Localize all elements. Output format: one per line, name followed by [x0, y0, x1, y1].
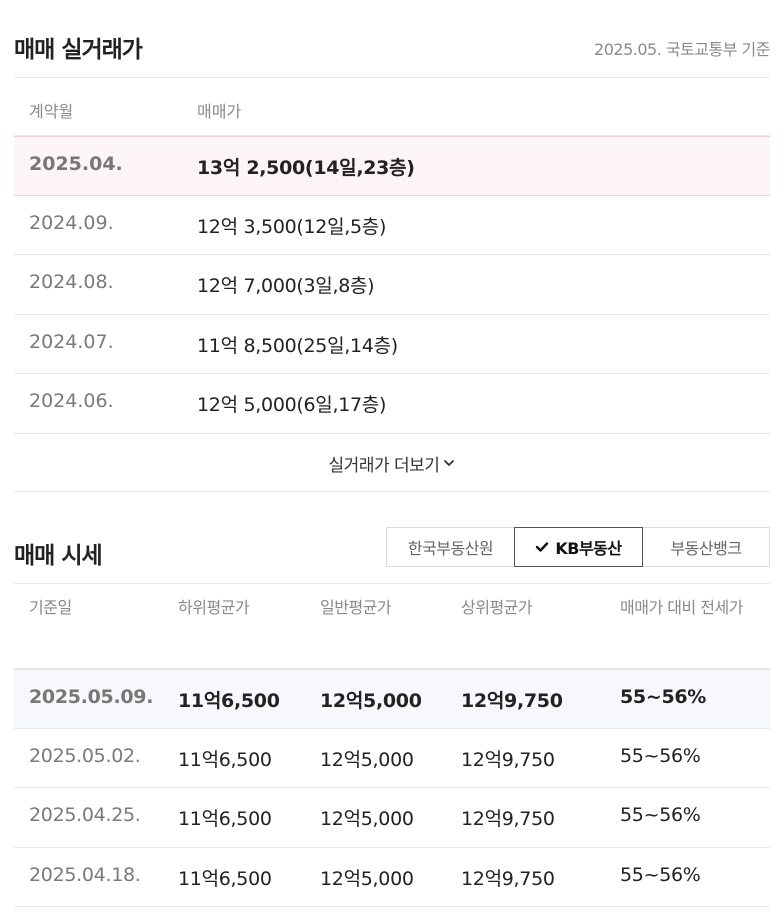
column-header-high: 상위평균가	[461, 598, 533, 617]
row-date: 2025.05.02.	[29, 744, 141, 767]
column-header-date: 기준일	[29, 598, 72, 617]
row-low-price: 11억6,500	[178, 690, 280, 712]
table-row: 2025.04.25. 11억6,500 12억5,000 12억9,750 5…	[14, 788, 770, 848]
row-jeonse-ratio: 55~56%	[620, 804, 701, 826]
row-avg-price: 12억5,000	[320, 690, 422, 712]
tab-provider-bank[interactable]: 부동산뱅크	[643, 527, 770, 567]
row-month: 2025.04.	[29, 153, 123, 175]
table-row: 2025.05.02. 11억6,500 12억5,000 12억9,750 5…	[14, 729, 770, 788]
table-header: 기준일 하위평균가 일반평균가 상위평균가 매매가 대비 전세가	[14, 584, 770, 669]
column-header-price: 매매가	[197, 102, 242, 121]
row-high-price: 12억9,750	[461, 808, 555, 830]
section-title: 매매 시세	[14, 543, 103, 569]
row-month: 2024.08.	[29, 271, 114, 294]
row-avg-price: 12억5,000	[320, 808, 414, 830]
tab-label: 한국부동산원	[407, 539, 494, 558]
column-header-low: 하위평균가	[178, 598, 250, 617]
row-avg-price: 12억5,000	[320, 748, 414, 771]
table-row: 2025.04. 13억 2,500(14일,23층)	[14, 136, 770, 196]
data-source-label: 2025.05. 국토교통부 기준	[594, 40, 770, 59]
column-header-month: 계약월	[29, 102, 74, 121]
table-row: 2024.07. 11억 8,500(25일,14층)	[14, 315, 770, 375]
row-low-price: 11억6,500	[178, 808, 272, 830]
row-date: 2025.04.18.	[29, 863, 141, 886]
chevron-down-icon	[444, 460, 455, 467]
show-more-transactions-button[interactable]: 실거래가 더보기	[329, 451, 456, 476]
row-price: 13억 2,500(14일,23층)	[197, 157, 415, 179]
more-row: 실거래가 더보기	[14, 434, 770, 492]
table-row: 2024.08. 12억 7,000(3일,8층)	[14, 255, 770, 315]
tab-provider-kb[interactable]: KB부동산	[514, 527, 643, 567]
row-low-price: 11억6,500	[178, 867, 272, 890]
table-row: 2025.05.09. 11억6,500 12억5,000 12억9,750 5…	[14, 669, 770, 729]
tab-label: 부동산뱅크	[670, 539, 742, 558]
row-jeonse-ratio: 55~56%	[620, 863, 701, 886]
table-row: 2025.04.18. 11억6,500 12억5,000 12억9,750 5…	[14, 848, 770, 907]
row-jeonse-ratio: 55~56%	[620, 686, 707, 708]
row-price: 12억 5,000(6일,17층)	[197, 394, 387, 417]
tab-provider-reb[interactable]: 한국부동산원	[386, 527, 514, 567]
row-high-price: 12억9,750	[461, 690, 563, 712]
row-high-price: 12억9,750	[461, 748, 555, 771]
row-price: 11억 8,500(25일,14층)	[197, 334, 398, 357]
row-high-price: 12억9,750	[461, 867, 555, 890]
table-header: 계약월 매매가	[14, 78, 770, 136]
show-more-label: 실거래가 더보기	[328, 455, 440, 476]
market-price-section: 매매 시세 한국부동산원 KB부동산 부동산뱅크 기준일 하위평균가 일반평균가…	[14, 526, 770, 907]
sale-price-section: 매매 실거래가 2025.05. 국토교통부 기준 계약월 매매가 2025.0…	[14, 0, 770, 492]
row-avg-price: 12억5,000	[320, 867, 414, 890]
row-month: 2024.07.	[29, 330, 114, 353]
market-price-header: 매매 시세 한국부동산원 KB부동산 부동산뱅크	[14, 526, 770, 584]
row-low-price: 11억6,500	[178, 748, 272, 771]
sale-price-header: 매매 실거래가 2025.05. 국토교통부 기준	[14, 0, 770, 78]
tab-label: KB부동산	[555, 539, 622, 558]
column-header-avg: 일반평균가	[320, 598, 392, 617]
row-month: 2024.06.	[29, 390, 114, 413]
provider-tabs: 한국부동산원 KB부동산 부동산뱅크	[386, 527, 770, 567]
section-title: 매매 실거래가	[14, 37, 143, 63]
check-icon	[536, 542, 549, 552]
column-header-ratio: 매매가 대비 전세가	[620, 598, 743, 617]
row-date: 2025.04.25.	[29, 804, 141, 826]
table-row: 2024.09. 12억 3,500(12일,5층)	[14, 196, 770, 256]
table-row: 2024.06. 12억 5,000(6일,17층)	[14, 374, 770, 434]
row-jeonse-ratio: 55~56%	[620, 744, 701, 767]
row-price: 12억 7,000(3일,8층)	[197, 275, 375, 298]
row-month: 2024.09.	[29, 211, 114, 234]
row-price: 12억 3,500(12일,5층)	[197, 215, 387, 238]
row-date: 2025.05.09.	[29, 686, 154, 708]
